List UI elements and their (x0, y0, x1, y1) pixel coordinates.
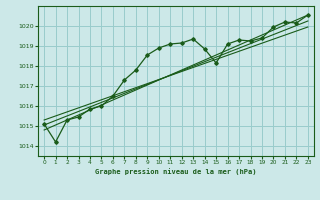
X-axis label: Graphe pression niveau de la mer (hPa): Graphe pression niveau de la mer (hPa) (95, 168, 257, 175)
